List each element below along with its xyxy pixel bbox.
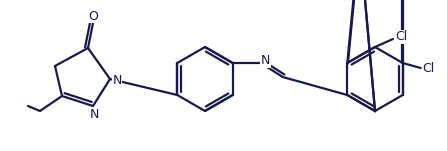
Text: Cl: Cl — [395, 31, 407, 43]
Text: N: N — [89, 109, 99, 122]
Text: N: N — [112, 74, 122, 87]
Text: N: N — [261, 55, 270, 67]
Text: O: O — [88, 10, 98, 22]
Text: Cl: Cl — [422, 61, 435, 74]
